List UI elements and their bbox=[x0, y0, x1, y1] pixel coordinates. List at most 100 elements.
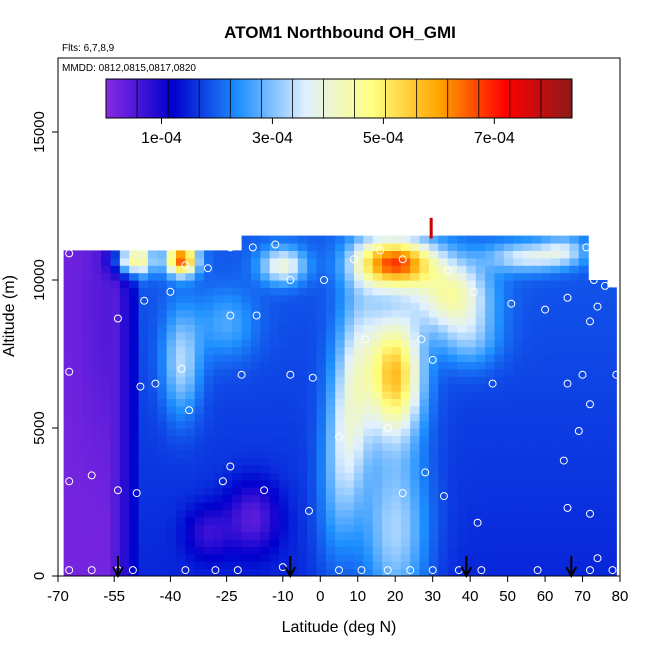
heatmap-cell bbox=[550, 331, 561, 340]
heatmap-cell bbox=[241, 250, 252, 259]
heatmap-cell bbox=[72, 368, 83, 377]
heatmap-cell bbox=[438, 339, 449, 348]
heatmap-cell bbox=[578, 487, 589, 496]
heatmap-cell bbox=[513, 487, 524, 496]
heatmap-cell bbox=[560, 324, 571, 333]
heatmap-cell bbox=[72, 376, 83, 385]
heatmap-cell bbox=[269, 324, 280, 333]
heatmap-cell bbox=[578, 435, 589, 444]
heatmap-cell bbox=[232, 376, 243, 385]
heatmap-cell bbox=[457, 294, 467, 303]
heatmap-cell bbox=[363, 442, 374, 451]
heatmap-cell bbox=[410, 465, 421, 473]
heatmap-cell bbox=[494, 354, 505, 362]
heatmap-cell bbox=[428, 420, 439, 429]
heatmap-cell bbox=[63, 302, 74, 311]
heatmap-cell bbox=[522, 294, 533, 303]
heatmap-cell bbox=[569, 435, 580, 444]
heatmap-cell bbox=[279, 568, 290, 576]
heatmap-cell bbox=[129, 524, 140, 533]
x-axis-label: Latitude (deg N) bbox=[282, 619, 397, 636]
heatmap-cell bbox=[269, 376, 280, 385]
heatmap-cell bbox=[213, 457, 224, 466]
heatmap-cell bbox=[110, 331, 121, 340]
x-tick-label: -70 bbox=[47, 588, 69, 605]
heatmap-cell bbox=[578, 317, 589, 325]
heatmap-cell bbox=[400, 502, 411, 510]
heatmap-cell bbox=[550, 280, 561, 288]
heatmap-cell bbox=[550, 257, 561, 266]
heatmap-cell bbox=[232, 294, 243, 303]
heatmap-cell bbox=[101, 287, 112, 296]
heatmap-cell bbox=[82, 553, 93, 562]
heatmap-cell bbox=[372, 287, 383, 296]
heatmap-cell bbox=[110, 354, 121, 362]
heatmap-cell bbox=[522, 546, 533, 555]
heatmap-cell bbox=[166, 502, 177, 510]
heatmap-cell bbox=[363, 494, 374, 503]
sample-point bbox=[563, 379, 572, 388]
sample-point bbox=[421, 468, 430, 477]
heatmap-cell bbox=[475, 339, 486, 348]
heatmap-cell bbox=[269, 383, 280, 392]
heatmap-cell bbox=[578, 354, 589, 362]
heatmap-cell bbox=[129, 331, 140, 340]
heatmap-cell bbox=[269, 235, 280, 244]
heatmap-cell bbox=[147, 516, 158, 525]
heatmap-cell bbox=[485, 509, 496, 518]
heatmap-cell bbox=[325, 524, 336, 533]
heatmap-cell bbox=[606, 524, 617, 533]
heatmap-cell bbox=[588, 391, 599, 399]
heatmap-cell bbox=[101, 413, 112, 422]
heatmap-cell bbox=[232, 428, 243, 436]
heatmap-cell bbox=[485, 568, 496, 576]
heatmap-cell bbox=[466, 405, 477, 414]
heatmap-cell bbox=[110, 435, 121, 444]
heatmap-cell bbox=[129, 465, 140, 473]
heatmap-cell bbox=[382, 243, 393, 251]
heatmap-cell bbox=[250, 361, 261, 370]
heatmap-cell bbox=[578, 546, 589, 555]
heatmap-cell bbox=[316, 302, 327, 311]
heatmap-cell bbox=[344, 428, 355, 436]
heatmap-cell bbox=[541, 553, 552, 562]
heatmap-cell bbox=[204, 309, 215, 318]
heatmap-cell bbox=[147, 391, 158, 399]
heatmap-cell bbox=[288, 331, 299, 340]
heatmap-cell bbox=[335, 516, 346, 525]
heatmap-cell bbox=[522, 465, 533, 473]
heatmap-cell bbox=[204, 405, 215, 414]
heatmap-cell bbox=[344, 435, 355, 444]
heatmap-cell bbox=[63, 524, 74, 533]
heatmap-cell bbox=[269, 331, 280, 340]
heatmap-cell bbox=[541, 435, 552, 444]
heatmap-cell bbox=[288, 465, 299, 473]
heatmap-cell bbox=[391, 531, 402, 540]
heatmap-cell bbox=[531, 524, 542, 533]
heatmap-cell bbox=[578, 479, 589, 488]
heatmap-cell bbox=[101, 420, 112, 429]
heatmap-cell bbox=[503, 516, 514, 525]
heatmap-cell bbox=[588, 553, 599, 562]
heatmap-cell bbox=[91, 509, 102, 518]
heatmap-cell bbox=[241, 339, 252, 348]
heatmap-cell bbox=[382, 428, 393, 436]
sample-point bbox=[428, 566, 437, 575]
sample-point bbox=[203, 264, 212, 273]
heatmap-cell bbox=[597, 280, 608, 288]
heatmap-cell bbox=[335, 391, 346, 399]
heatmap-cell bbox=[447, 280, 458, 288]
heatmap-cell bbox=[138, 398, 149, 407]
heatmap-cell bbox=[400, 302, 411, 311]
heatmap-cell bbox=[335, 376, 346, 385]
heatmap-cell bbox=[335, 250, 346, 259]
heatmap-cell bbox=[503, 442, 514, 451]
heatmap-cell bbox=[335, 257, 346, 266]
heatmap-cell bbox=[400, 516, 411, 525]
heatmap-cell bbox=[363, 502, 374, 510]
heatmap-cell bbox=[72, 561, 83, 570]
heatmap-cell bbox=[63, 383, 74, 392]
heatmap-cell bbox=[204, 398, 215, 407]
heatmap-cell bbox=[176, 435, 186, 444]
heatmap-cell bbox=[531, 405, 542, 414]
